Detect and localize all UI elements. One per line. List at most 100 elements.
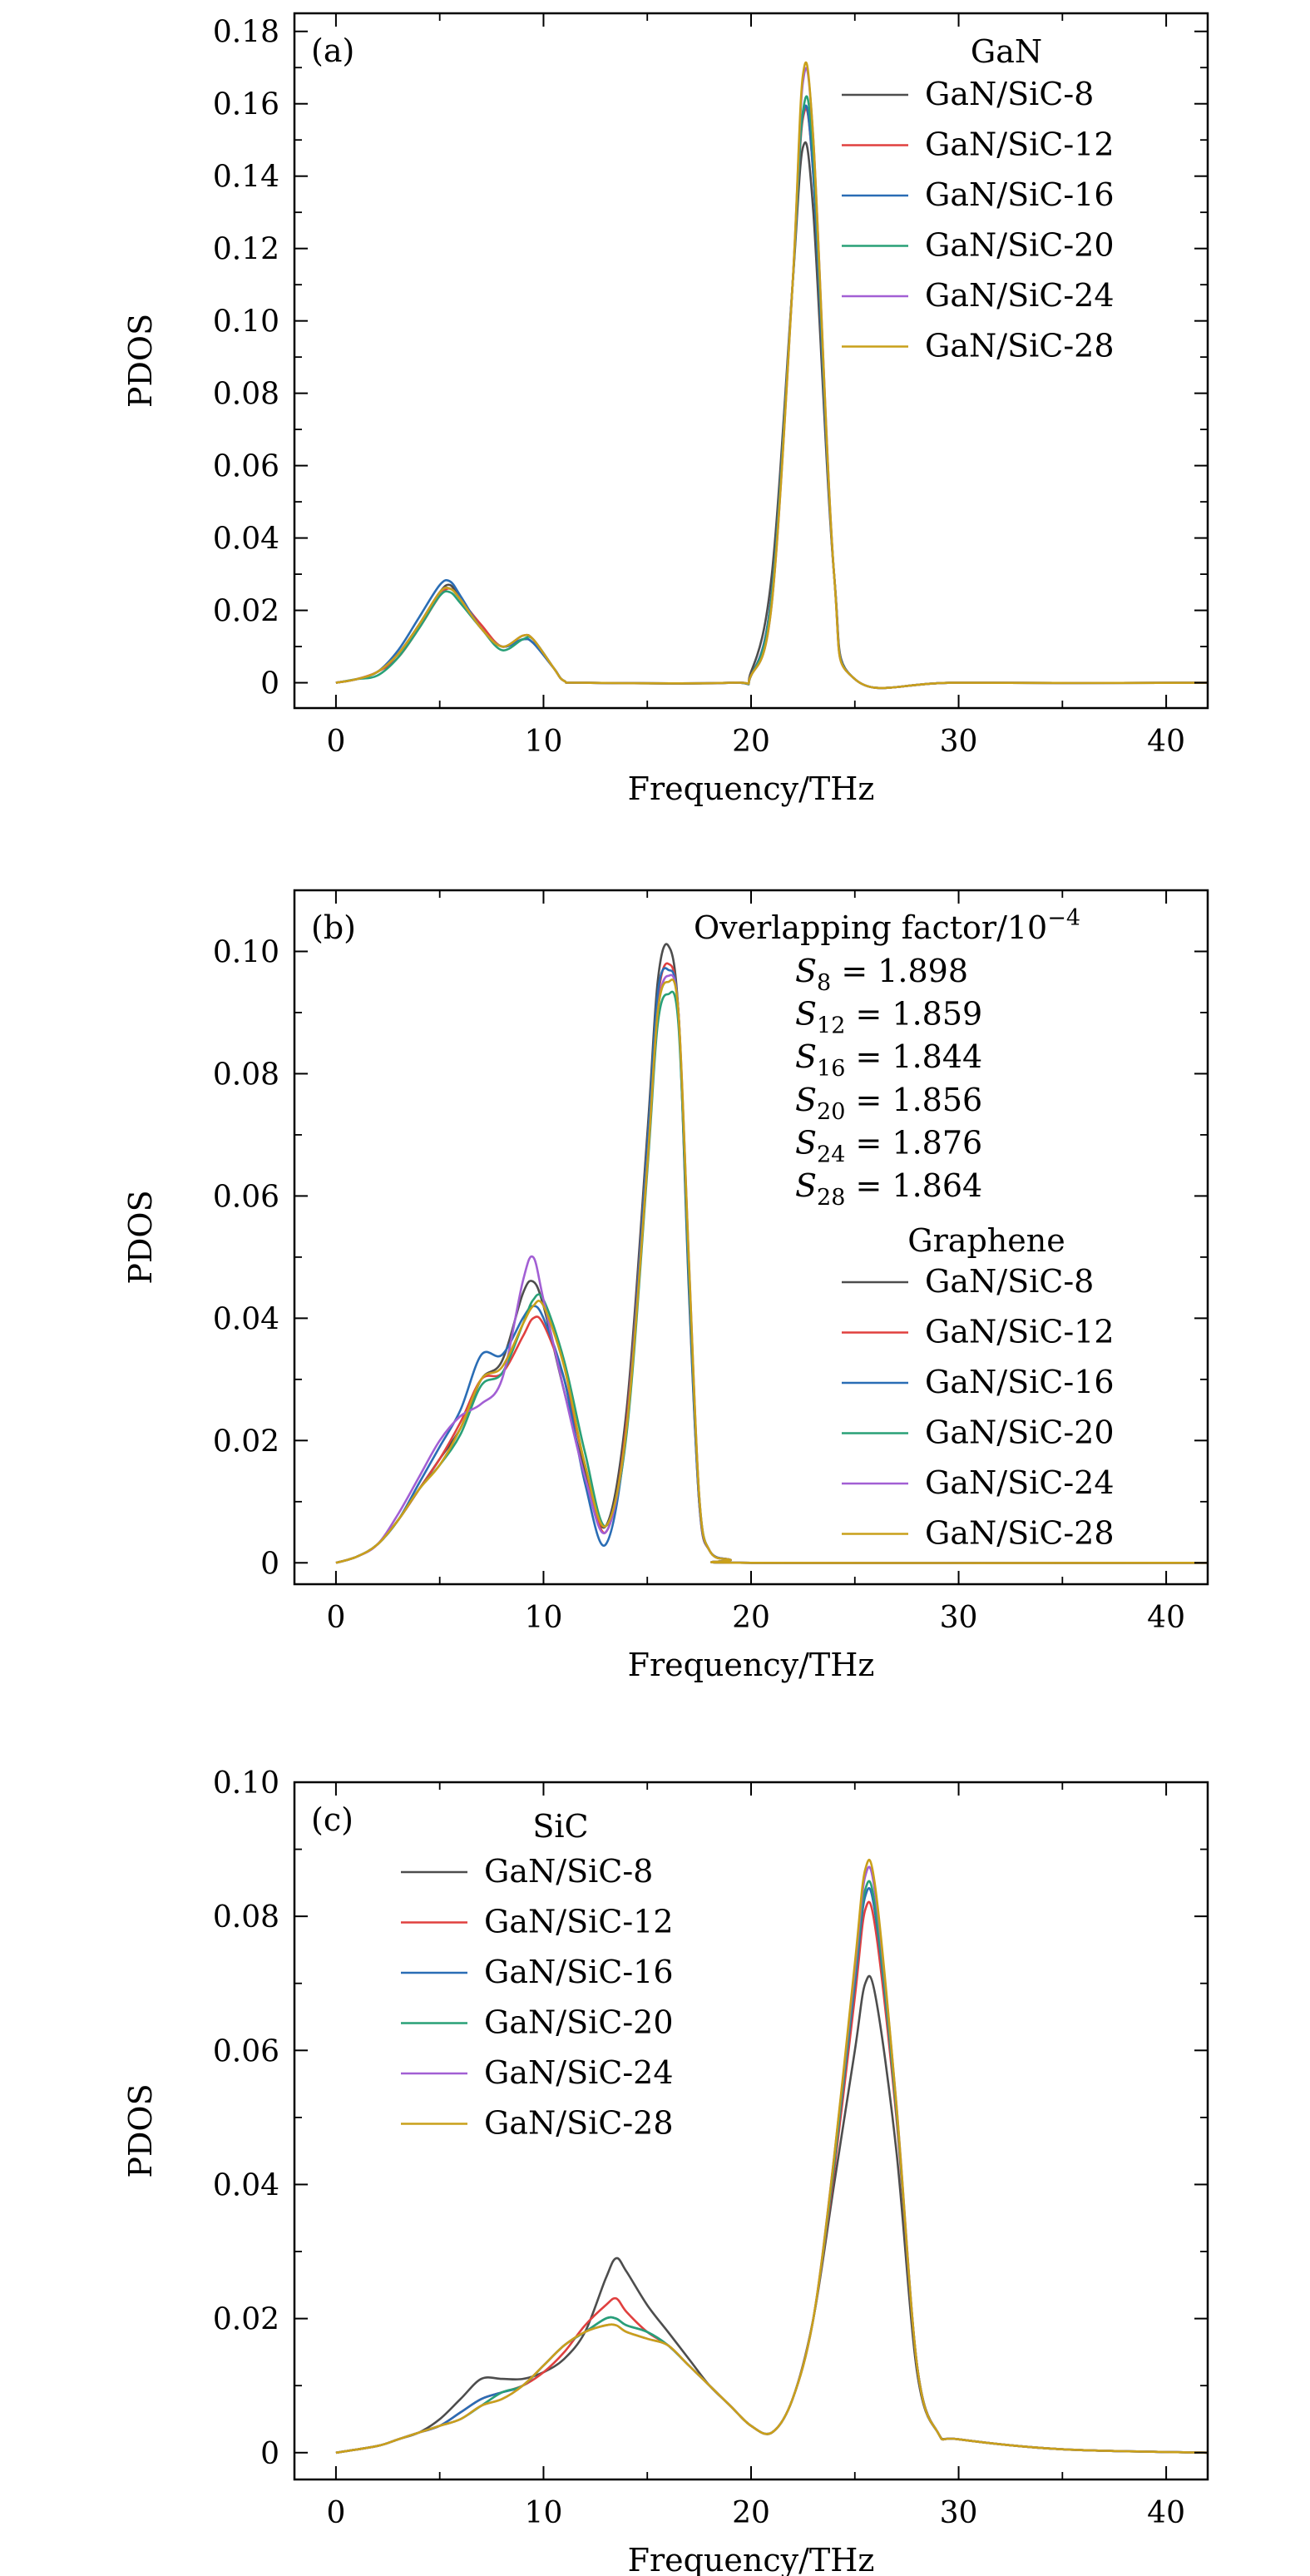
y-tick-label: 0.02	[213, 1424, 279, 1459]
y-axis-title: PDOS	[122, 314, 159, 408]
legend-title: SiC	[532, 1808, 588, 1845]
y-tick-label: 0.02	[213, 2303, 279, 2337]
y-tick-label: 0	[260, 1547, 279, 1581]
series-line-6	[335, 61, 1208, 690]
overlap-subscript: 24	[817, 1142, 845, 1167]
y-tick-label: 0.02	[213, 595, 279, 629]
y-tick-label: 0.08	[213, 1058, 279, 1092]
series-line-2	[335, 1900, 1208, 2455]
x-tick-label: 0	[326, 2496, 345, 2530]
legend-label-6: GaN/SiC-28	[925, 328, 1115, 364]
overlap-value: = 1.876	[845, 1124, 982, 1161]
y-tick-label: 0.06	[213, 2034, 279, 2068]
legend-title: Graphene	[907, 1222, 1065, 1259]
y-tick-label: 0.08	[213, 378, 279, 412]
x-tick-label: 20	[732, 1601, 770, 1635]
legend-label-6: GaN/SiC-28	[925, 1515, 1115, 1552]
overlap-value-2: S12 = 1.859	[795, 996, 982, 1039]
chart-panel-1: 0 10 20 30 40 0 0.02 0.04 0.06 0.08 0.10 0.12 0.14 0.…	[122, 12, 1209, 807]
overlap-symbol: S	[795, 1167, 817, 1204]
overlap-value: = 1.898	[831, 953, 968, 989]
legend-title: GaN	[971, 33, 1042, 70]
y-axis-title: PDOS	[122, 1190, 159, 1284]
legend-label-4: GaN/SiC-20	[484, 2004, 674, 2041]
x-tick-label: 10	[525, 2496, 563, 2530]
overlap-value: = 1.864	[845, 1167, 982, 1204]
y-tick-label: 0.18	[213, 16, 279, 50]
overlap-subscript: 12	[817, 1013, 845, 1039]
chart-panel-2: 0 10 20 30 40 0 0.02 0.04 0.06 0.08 0.10 Frequency/…	[122, 889, 1209, 1683]
y-tick-label: 0.04	[213, 523, 279, 557]
legend-label-4: GaN/SiC-20	[925, 227, 1115, 264]
legend-label-3: GaN/SiC-16	[925, 1364, 1115, 1400]
legend-label-1: GaN/SiC-8	[484, 1853, 653, 1890]
series-line-6	[335, 978, 1208, 1564]
legend-label-3: GaN/SiC-16	[925, 176, 1115, 213]
overlap-symbol: S	[795, 1124, 817, 1161]
legend-label-6: GaN/SiC-28	[484, 2105, 674, 2142]
x-tick-label: 30	[940, 725, 978, 759]
annotation-title-text: Overlapping factor/10	[694, 909, 1047, 946]
overlap-value-1: S8 = 1.898	[795, 953, 968, 996]
x-axis-title: Frequency/THz	[628, 770, 875, 807]
annotation-title-sup: −4	[1047, 905, 1080, 931]
chart-panel-3: 0 10 20 30 40 0 0.02 0.04 0.06 0.08 0.10 Frequency/…	[122, 1766, 1209, 2576]
x-tick-label: 10	[525, 1601, 563, 1635]
y-tick-label: 0	[260, 2437, 279, 2471]
x-tick-label: 30	[940, 2496, 978, 2530]
x-tick-label: 40	[1147, 1601, 1185, 1635]
y-tick-label: 0.14	[213, 161, 279, 195]
legend-label-5: GaN/SiC-24	[484, 2054, 674, 2091]
y-tick-label: 0.16	[213, 88, 279, 122]
series-line-4	[335, 1880, 1208, 2455]
y-tick-label: 0.06	[213, 1180, 279, 1214]
y-tick-label: 0.04	[213, 1302, 279, 1336]
legend-label-2: GaN/SiC-12	[484, 1904, 674, 1940]
y-tick-label: 0.12	[213, 233, 279, 267]
x-axis-title: Frequency/THz	[628, 1647, 875, 1683]
legend-label-5: GaN/SiC-24	[925, 1464, 1115, 1501]
legend-label-1: GaN/SiC-8	[925, 76, 1094, 112]
overlap-value: = 1.844	[845, 1038, 982, 1075]
y-tick-label: 0.08	[213, 1900, 279, 1934]
overlap-subscript: 20	[817, 1099, 845, 1125]
legend-label-2: GaN/SiC-12	[925, 126, 1115, 163]
overlap-value-4: S20 = 1.856	[795, 1082, 982, 1125]
plot-frame	[293, 1781, 1209, 2481]
y-tick-label: 0.10	[213, 935, 279, 969]
legend: Graphene GaN/SiC-8 GaN/SiC-12 GaN/SiC-16 GaN…	[842, 1222, 1115, 1552]
overlap-subscript: 16	[817, 1056, 845, 1082]
series-line-6	[335, 1858, 1208, 2455]
series-group	[335, 1858, 1208, 2455]
overlap-subscript: 8	[817, 970, 831, 996]
x-tick-label: 0	[326, 1601, 345, 1635]
y-tick-label: 0.10	[213, 305, 279, 339]
y-axis-title: PDOS	[122, 2083, 159, 2177]
y-tick-label: 0.10	[213, 1766, 279, 1801]
x-tick-label: 0	[326, 725, 345, 759]
overlap-subscript: 28	[817, 1185, 845, 1211]
series-line-5	[335, 1865, 1208, 2455]
overlap-symbol: S	[795, 1038, 817, 1075]
x-tick-label: 20	[732, 725, 770, 759]
y-tick-label: 0.06	[213, 450, 279, 484]
x-axis-title: Frequency/THz	[628, 2542, 875, 2576]
legend-label-4: GaN/SiC-20	[925, 1414, 1115, 1451]
overlap-symbol: S	[795, 953, 817, 989]
legend-label-1: GaN/SiC-8	[925, 1263, 1094, 1300]
x-tick-label: 10	[525, 725, 563, 759]
panel-label: (a)	[311, 32, 354, 69]
y-tick-label: 0.04	[213, 2168, 279, 2202]
overlap-value-5: S24 = 1.876	[795, 1124, 982, 1167]
y-tick-label: 0	[260, 667, 279, 701]
annotation-title: Overlapping factor/10−4	[694, 905, 1080, 946]
x-tick-label: 40	[1147, 725, 1185, 759]
legend: GaN GaN/SiC-8 GaN/SiC-12 GaN/SiC-16 GaN/SiC-…	[842, 33, 1115, 364]
overlap-symbol: S	[795, 1082, 817, 1118]
overlap-symbol: S	[795, 996, 817, 1033]
legend-label-3: GaN/SiC-16	[484, 1954, 674, 1990]
series-group	[335, 943, 1208, 1564]
overlap-value: = 1.856	[845, 1082, 982, 1118]
